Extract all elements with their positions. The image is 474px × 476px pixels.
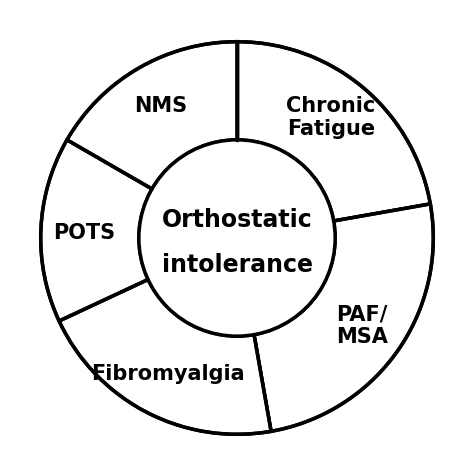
Wedge shape [59,279,271,434]
Wedge shape [254,204,433,431]
Circle shape [139,140,335,336]
Text: NMS: NMS [134,96,187,116]
Text: PAF/
MSA: PAF/ MSA [336,304,388,347]
Wedge shape [67,42,237,189]
Text: POTS: POTS [53,223,115,243]
Wedge shape [237,42,430,221]
Text: Fibromyalgia: Fibromyalgia [91,364,245,384]
Wedge shape [41,140,152,321]
Text: Chronic
Fatigue: Chronic Fatigue [286,96,376,139]
Text: Orthostatic: Orthostatic [162,208,312,232]
Text: intolerance: intolerance [162,253,312,277]
